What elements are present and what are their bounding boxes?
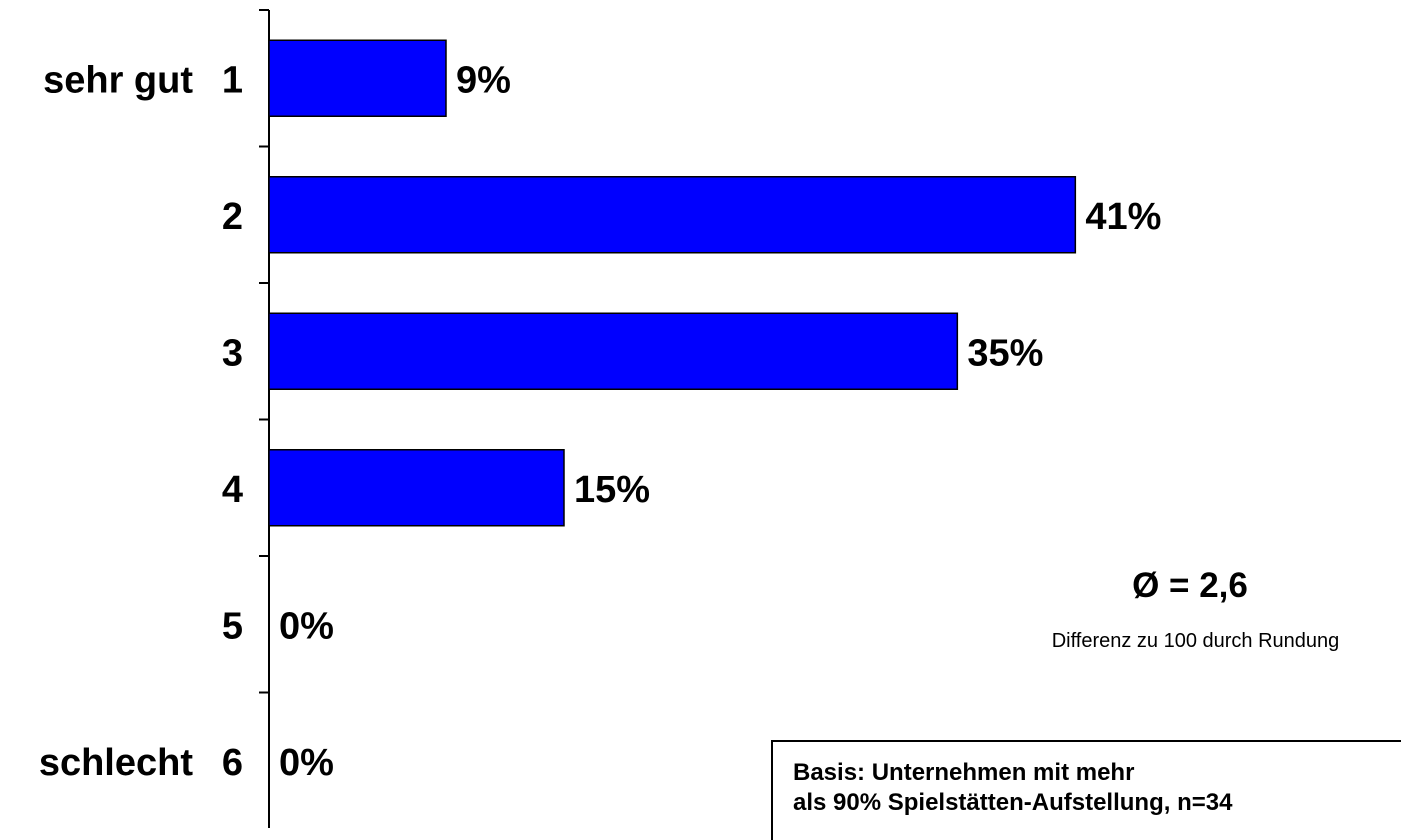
- average-value: Ø = 2,6: [1132, 566, 1248, 605]
- rounding-note: Differenz zu 100 durch Rundung: [1051, 630, 1340, 652]
- value-label-4: 15%: [574, 469, 650, 511]
- category-label-3: 3: [222, 332, 243, 374]
- basis-box: Basis: Unternehmen mit mehr als 90% Spie…: [771, 740, 1401, 840]
- axis-ticks: [259, 9, 269, 694]
- basis-line-2: als 90% Spielstätten-Aufstellung, n=34: [793, 789, 1233, 816]
- value-label-1: 9%: [456, 59, 511, 101]
- basis-line-1: Basis: Unternehmen mit mehr: [793, 759, 1135, 786]
- labels: 9% 1 sehr gut 41% 2 35% 3 15% 4 0% 5 0% 6 schlecht: [39, 59, 1162, 784]
- category-label-2: 2: [222, 196, 243, 238]
- category-label-1: 1: [222, 59, 243, 101]
- category-label-5: 5: [222, 605, 243, 647]
- value-label-3: 35%: [967, 332, 1043, 374]
- bar-4: [268, 449, 565, 527]
- category-label-4: 4: [222, 469, 243, 511]
- value-label-6: 0%: [279, 742, 334, 784]
- category-label-6: 6: [222, 742, 243, 784]
- value-label-2: 41%: [1085, 196, 1161, 238]
- category-descriptor-6: schlecht: [39, 742, 194, 784]
- bar-1: [268, 39, 447, 117]
- category-descriptor-1: sehr gut: [43, 59, 193, 101]
- value-label-5: 0%: [279, 605, 334, 647]
- bars: [268, 39, 1077, 527]
- bar-2: [268, 176, 1077, 254]
- bar-3: [268, 312, 959, 390]
